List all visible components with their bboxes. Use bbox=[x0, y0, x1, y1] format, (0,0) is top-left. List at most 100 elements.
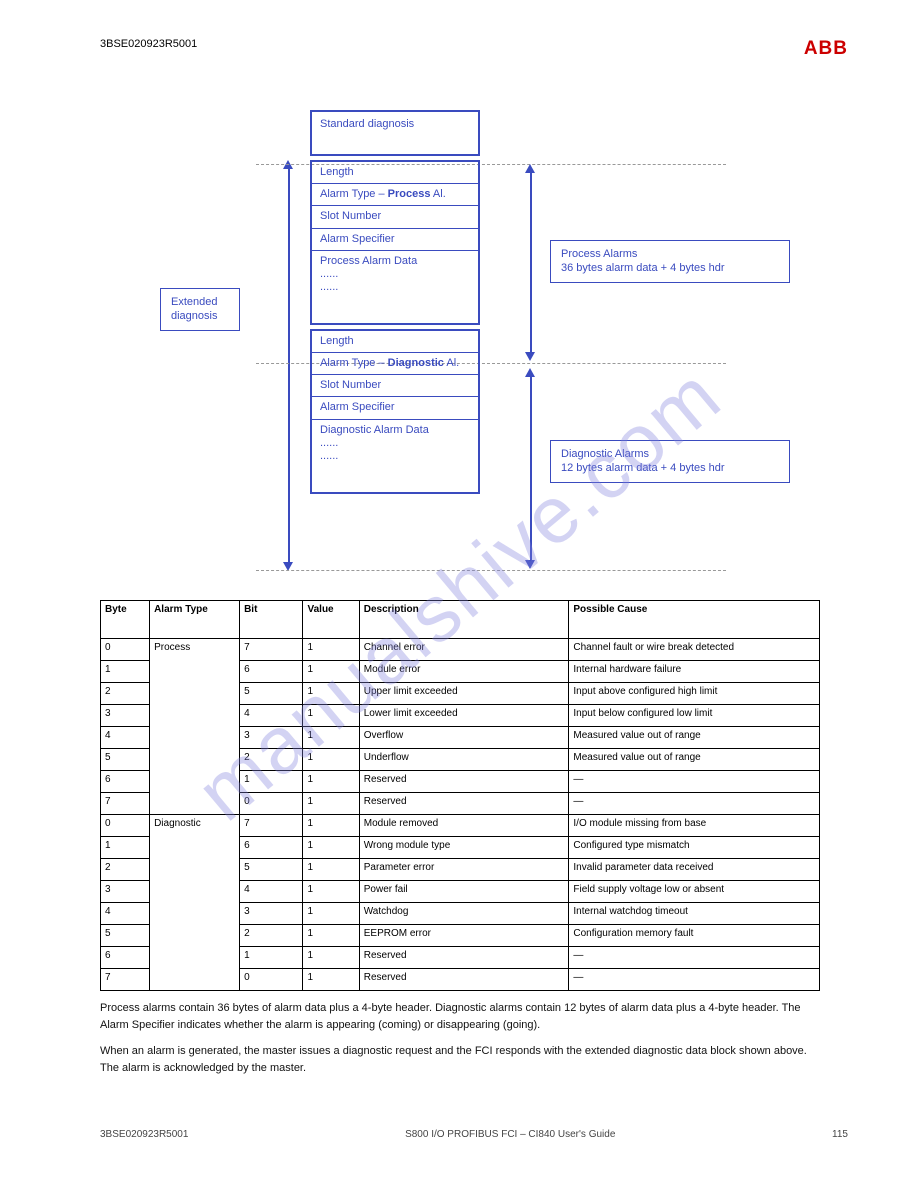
std-diag-text: Standard diagnosis bbox=[320, 118, 414, 130]
cell-bit: 0 bbox=[240, 969, 303, 991]
diag-l1: Diagnostic Alarms bbox=[561, 447, 779, 461]
cell-value: 1 bbox=[303, 903, 359, 925]
cell-byte: 7 bbox=[101, 969, 150, 991]
th-bit: Bit bbox=[240, 601, 303, 639]
cell-bit: 2 bbox=[240, 925, 303, 947]
sec1-at-c: Al. bbox=[430, 188, 445, 200]
page-footer: 3BSE020923R5001 S800 I/O PROFIBUS FCI – … bbox=[100, 1129, 848, 1140]
cell-byte: 7 bbox=[101, 793, 150, 815]
cell-desc: Reserved bbox=[359, 969, 569, 991]
cell-desc: Upper limit exceeded bbox=[359, 683, 569, 705]
cell-value: 1 bbox=[303, 969, 359, 991]
sec1-data-d2: ...... bbox=[320, 281, 470, 294]
cell-value: 1 bbox=[303, 793, 359, 815]
sec1-at-a: Alarm Type – bbox=[320, 188, 388, 200]
cell-bit: 2 bbox=[240, 749, 303, 771]
sec2-at-a: Alarm Type – bbox=[320, 357, 388, 369]
cell-desc: Overflow bbox=[359, 727, 569, 749]
cell-byte: 0 bbox=[101, 639, 150, 661]
cell-desc: Module error bbox=[359, 661, 569, 683]
cell-value: 1 bbox=[303, 947, 359, 969]
sec2-slot: Slot Number bbox=[312, 375, 478, 397]
cell-byte: 2 bbox=[101, 859, 150, 881]
table-header-row: Byte Alarm Type Bit Value Description Po… bbox=[101, 601, 820, 639]
footer-left: 3BSE020923R5001 bbox=[100, 1129, 188, 1140]
diag-arrow-up bbox=[525, 368, 535, 377]
cell-bit: 7 bbox=[240, 815, 303, 837]
cell-value: 1 bbox=[303, 925, 359, 947]
cell-value: 1 bbox=[303, 771, 359, 793]
sec2-data-t: Diagnostic Alarm Data bbox=[320, 424, 470, 437]
cell-byte: 0 bbox=[101, 815, 150, 837]
cell-desc: Module removed bbox=[359, 815, 569, 837]
sec1-at-b: Process bbox=[388, 188, 431, 200]
cell-bit: 3 bbox=[240, 903, 303, 925]
cell-cause: Channel fault or wire break detected bbox=[569, 639, 820, 661]
body-p1: Process alarms contain 36 bytes of alarm… bbox=[100, 1000, 820, 1033]
cell-desc: Watchdog bbox=[359, 903, 569, 925]
extended-diagnosis-label: Extended diagnosis bbox=[160, 288, 240, 331]
th-desc: Description bbox=[359, 601, 569, 639]
cell-cause: Invalid parameter data received bbox=[569, 859, 820, 881]
cell-desc: Parameter error bbox=[359, 859, 569, 881]
cell-alarm-type: Diagnostic bbox=[150, 815, 240, 991]
table-row: 0Process71Channel errorChannel fault or … bbox=[101, 639, 820, 661]
box-stack: Standard diagnosis Length Alarm Type – P… bbox=[310, 110, 480, 494]
sec2-spec: Alarm Specifier bbox=[312, 397, 478, 419]
sec2-length: Length bbox=[312, 331, 478, 353]
cell-desc: Reserved bbox=[359, 771, 569, 793]
cell-value: 1 bbox=[303, 727, 359, 749]
sec2-at-c: Al. bbox=[444, 357, 459, 369]
cell-value: 1 bbox=[303, 705, 359, 727]
sec2-data-d1: ...... bbox=[320, 437, 470, 450]
cell-desc: Power fail bbox=[359, 881, 569, 903]
cell-byte: 1 bbox=[101, 837, 150, 859]
cell-cause: Configured type mismatch bbox=[569, 837, 820, 859]
cell-value: 1 bbox=[303, 859, 359, 881]
sec1-alarm-type: Alarm Type – Process Al. bbox=[312, 184, 478, 206]
proc-arrow-down bbox=[525, 352, 535, 361]
th-alarm: Alarm Type bbox=[150, 601, 240, 639]
cell-cause: Input above configured high limit bbox=[569, 683, 820, 705]
dash-3 bbox=[256, 570, 726, 571]
sec2-at-b: Diagnostic bbox=[388, 357, 444, 369]
sec2-data: Diagnostic Alarm Data ...... ...... bbox=[312, 420, 478, 492]
process-alarms-label: Process Alarms 36 bytes alarm data + 4 b… bbox=[550, 240, 790, 283]
cell-value: 1 bbox=[303, 661, 359, 683]
cell-desc: EEPROM error bbox=[359, 925, 569, 947]
diag-arrow-line bbox=[530, 374, 532, 564]
th-byte: Byte bbox=[101, 601, 150, 639]
cell-cause: — bbox=[569, 947, 820, 969]
diag-arrow-down bbox=[525, 560, 535, 569]
cell-byte: 6 bbox=[101, 947, 150, 969]
sec1-spec: Alarm Specifier bbox=[312, 229, 478, 251]
sec1-slot: Slot Number bbox=[312, 206, 478, 228]
header-brand: ABB bbox=[804, 38, 848, 60]
cell-cause: Measured value out of range bbox=[569, 727, 820, 749]
body-p2: When an alarm is generated, the master i… bbox=[100, 1043, 820, 1076]
header-doc-id: 3BSE020923R5001 bbox=[100, 38, 197, 50]
cell-bit: 5 bbox=[240, 859, 303, 881]
cell-bit: 1 bbox=[240, 947, 303, 969]
page-header: 3BSE020923R5001 ABB bbox=[100, 38, 848, 78]
cell-bit: 7 bbox=[240, 639, 303, 661]
diag-l2: 12 bytes alarm data + 4 bytes hdr bbox=[561, 461, 779, 475]
cell-value: 1 bbox=[303, 837, 359, 859]
sec2-data-d2: ...... bbox=[320, 450, 470, 463]
cell-value: 1 bbox=[303, 815, 359, 837]
cell-desc: Reserved bbox=[359, 793, 569, 815]
cell-value: 1 bbox=[303, 749, 359, 771]
proc-l2: 36 bytes alarm data + 4 bytes hdr bbox=[561, 261, 779, 275]
cell-cause: — bbox=[569, 771, 820, 793]
cell-cause: Field supply voltage low or absent bbox=[569, 881, 820, 903]
cell-cause: Internal hardware failure bbox=[569, 661, 820, 683]
cell-byte: 3 bbox=[101, 705, 150, 727]
cell-bit: 1 bbox=[240, 771, 303, 793]
cell-cause: Internal watchdog timeout bbox=[569, 903, 820, 925]
process-alarm-block: Length Alarm Type – Process Al. Slot Num… bbox=[310, 160, 480, 325]
proc-arrow-up bbox=[525, 164, 535, 173]
cell-cause: Configuration memory fault bbox=[569, 925, 820, 947]
proc-arrow-line bbox=[530, 170, 532, 356]
sec1-data-t: Process Alarm Data bbox=[320, 255, 470, 268]
cell-cause: — bbox=[569, 793, 820, 815]
